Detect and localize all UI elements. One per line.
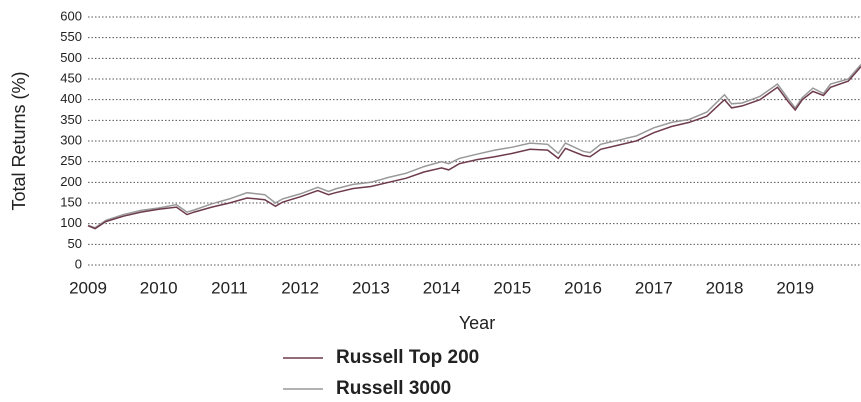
x-tick-label: 2013 <box>352 278 390 297</box>
y-tick-label: 300 <box>60 132 82 147</box>
y-tick-label: 150 <box>60 194 82 209</box>
x-tick-label: 2015 <box>493 278 531 297</box>
x-tick-label: 2019 <box>776 278 814 297</box>
x-tick-label: 2014 <box>423 278 461 297</box>
x-tick-label: 2018 <box>706 278 744 297</box>
y-tick-label: 200 <box>60 174 82 189</box>
x-axis-label: Year <box>459 313 495 333</box>
line <box>87 64 861 229</box>
y-tick-label: 350 <box>60 112 82 127</box>
x-tick-label: 2012 <box>281 278 319 297</box>
y-tick-label: 550 <box>60 29 82 44</box>
y-tick-label: 250 <box>60 153 82 168</box>
y-axis-label: Total Returns (%) <box>9 71 29 210</box>
y-tick-label: 400 <box>60 91 82 106</box>
y-tick-label: 0 <box>75 256 82 271</box>
y-tick-label: 600 <box>60 8 82 23</box>
line <box>87 66 861 230</box>
legend-label: Russell Top 200 <box>336 347 479 368</box>
y-tick-label: 50 <box>68 236 82 251</box>
x-tick-label: 2016 <box>564 278 602 297</box>
x-tick-label: 2009 <box>69 278 107 297</box>
y-tick-label: 100 <box>60 215 82 230</box>
y-tick-label: 500 <box>60 50 82 65</box>
x-tick-label: 2011 <box>211 278 248 297</box>
x-tick-label: 2010 <box>140 278 178 297</box>
y-tick-label: 450 <box>60 70 82 85</box>
legend-label: Russell 3000 <box>336 378 451 399</box>
x-tick-label: 2017 <box>635 278 673 297</box>
